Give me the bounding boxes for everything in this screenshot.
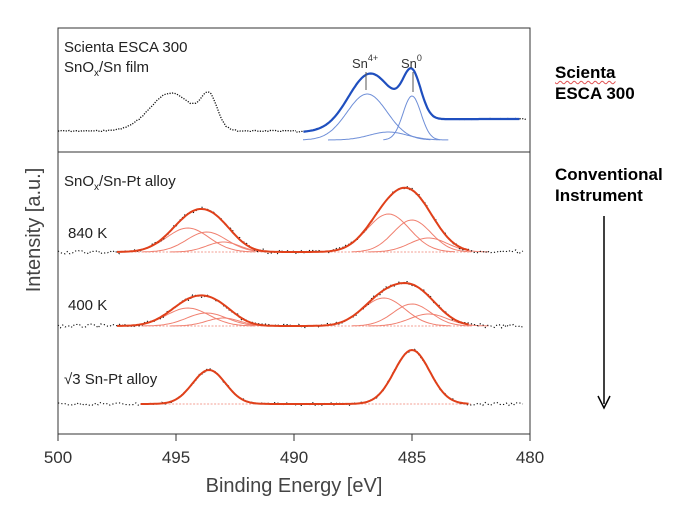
spectrum-840k-component-1 <box>142 231 270 253</box>
x-tick-label-1: 495 <box>162 448 190 467</box>
top-panel-title: Scienta ESCA 300 <box>64 39 187 56</box>
peak-label-sn4: Sn4+ <box>352 53 378 71</box>
spectrum-400k-component-5 <box>368 313 489 327</box>
spectrum-400k-component-4 <box>351 303 472 327</box>
spectrum-840k <box>57 186 524 255</box>
spectrum-400k <box>57 281 524 329</box>
spectrum-sqrt3 <box>57 348 524 407</box>
x-tick-label-4: 480 <box>516 448 544 467</box>
spectrum-sqrt3-component-1 <box>355 349 467 405</box>
x-tick-label-2: 490 <box>280 448 308 467</box>
bottom-panel-frame <box>57 151 531 435</box>
arrow-head <box>597 395 611 410</box>
spectrum-400k-fit <box>117 281 469 327</box>
spectrum-sqrt3-component-0 <box>156 369 261 405</box>
x-axis-label: Binding Energy [eV] <box>206 475 383 497</box>
spectrum-840k-component-4 <box>351 219 472 253</box>
scienta-spectrum <box>57 67 527 141</box>
spectrum-400k-component-1 <box>142 312 270 327</box>
top-panel-sample: SnOx/Sn film <box>64 59 149 79</box>
scienta-line1: Scienta <box>555 63 616 82</box>
x-axis: 500 495 490 485 480 <box>44 434 544 467</box>
x-tick-label-0: 500 <box>44 448 72 467</box>
spectrum-840k-fit <box>117 186 469 253</box>
scienta-line2: ESCA 300 <box>555 84 635 103</box>
x-tick-label-3: 485 <box>398 448 426 467</box>
scienta-component-1 <box>383 95 440 141</box>
spectrum-label-400k: 400 K <box>68 297 107 314</box>
spectrum-label-840k: 840 K <box>68 225 107 242</box>
bottom-panel-title: SnOx/Sn-Pt alloy <box>64 173 176 193</box>
peak-label-sn0: Sn0 <box>401 53 422 71</box>
scienta-component-2 <box>327 131 449 141</box>
scienta-data-left <box>57 91 296 133</box>
spectra <box>57 67 527 407</box>
spectrum-400k-component-0 <box>119 307 255 327</box>
conventional-line2: Instrument <box>555 186 643 205</box>
spectrum-sqrt3-fit <box>140 348 469 405</box>
scienta-component-0 <box>303 93 431 141</box>
spectrum-label-sqrt3: √3 Sn-Pt alloy <box>64 371 158 388</box>
scienta-data-right <box>296 67 527 134</box>
conventional-line1: Conventional <box>555 165 663 184</box>
scienta-label: Scienta ESCA 300 <box>555 62 635 104</box>
conventional-label: Conventional Instrument <box>555 164 663 206</box>
scienta-fit <box>303 67 520 133</box>
y-axis-label: Intensity [a.u.] <box>23 168 45 293</box>
